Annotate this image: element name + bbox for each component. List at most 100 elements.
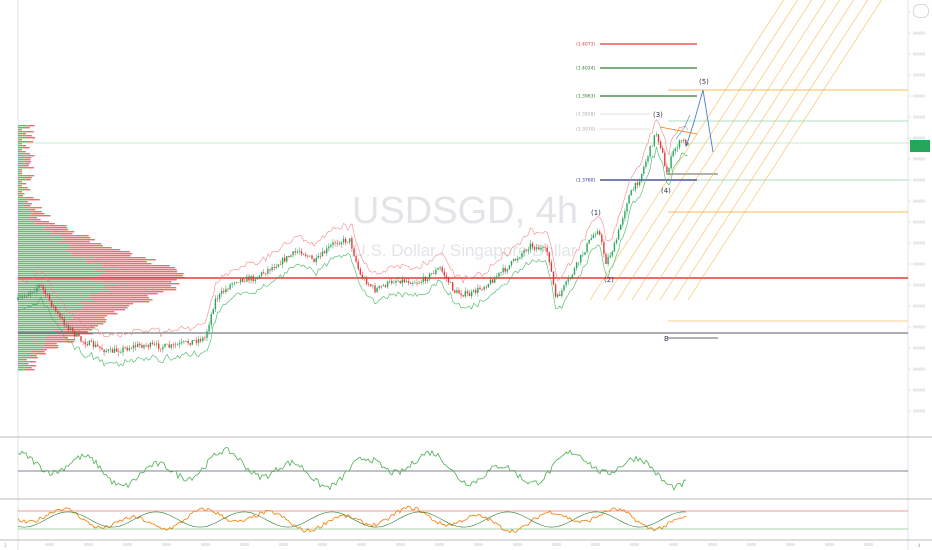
wave-label-1: (1) [591, 209, 601, 217]
channel-line [603, 0, 798, 301]
candle-body [540, 248, 542, 250]
candle-body [561, 290, 563, 296]
volume-bar-buy [18, 349, 33, 351]
volume-bar-buy [18, 235, 60, 237]
candle-body [464, 291, 466, 297]
volume-bar-buy [18, 301, 81, 303]
candle-body [193, 340, 196, 341]
candle-body [298, 251, 301, 252]
candle-body [275, 266, 277, 268]
candle-body [414, 282, 416, 284]
price-candles[interactable] [17, 131, 689, 357]
volume-bar-sell [45, 227, 68, 229]
wave-label-4: (4) [661, 187, 671, 195]
fib-level-label: (1.3963) [576, 94, 596, 100]
volume-bar-sell [27, 167, 35, 169]
pitchfork-channel[interactable] [589, 0, 888, 301]
candle-body [128, 348, 130, 351]
candle-body [653, 135, 655, 146]
price-tick-label [913, 31, 925, 35]
candle-body [248, 276, 250, 281]
candle-body [139, 343, 141, 346]
candle-body [338, 243, 340, 245]
time-axis [45, 543, 873, 546]
candle-body [643, 166, 645, 174]
volume-bar-sell [42, 343, 57, 345]
candle-body [317, 255, 319, 258]
fib-extension-levels[interactable]: (1.4073) (1.4024) (1.3963) (1.3928) (1.3910)… [576, 42, 697, 184]
volume-bar-sell [20, 181, 22, 183]
candle-body [326, 248, 328, 254]
candle-body [382, 285, 385, 287]
candle-body [563, 285, 565, 291]
volume-bar-sell [102, 263, 152, 265]
time-tick-label [864, 543, 873, 546]
volume-bar-buy [18, 305, 81, 307]
candle-body [636, 182, 639, 185]
candle-body [25, 295, 28, 297]
volume-bar-sell [26, 141, 34, 143]
volume-bar-buy [18, 171, 21, 173]
volume-bar-buy [18, 129, 21, 131]
candle-body [559, 294, 561, 296]
volume-bar-sell [93, 257, 146, 259]
volume-bar-sell [69, 247, 112, 249]
candle-body [449, 282, 452, 283]
candle-body [185, 340, 187, 342]
volume-bar-buy [18, 163, 25, 165]
time-tick-label [396, 543, 405, 546]
oscillator-line-main [17, 505, 687, 534]
marker-label: B [664, 335, 669, 343]
candle-body [546, 247, 548, 252]
volume-bar-sell [19, 149, 22, 151]
volume-bar-sell [102, 265, 170, 267]
time-tick-label [162, 543, 171, 546]
candle-body [246, 276, 248, 282]
candle-body [630, 190, 632, 196]
volume-bar-sell [89, 295, 148, 297]
candle-body [380, 285, 382, 287]
candle-body [386, 281, 389, 287]
price-tick-label [913, 283, 925, 287]
volume-bar-sell [34, 353, 46, 355]
oscillator-pane-1[interactable] [17, 446, 908, 491]
oscillator-pane-2[interactable] [17, 505, 908, 534]
candle-body [300, 251, 303, 254]
volume-bar-buy [18, 279, 91, 281]
candle-body [582, 254, 584, 256]
candle-body [206, 331, 208, 338]
candle-body [242, 278, 244, 282]
candle-body [622, 218, 624, 225]
candle-body [645, 161, 647, 167]
candle-body [615, 239, 618, 244]
volume-bar-sell [80, 301, 150, 303]
candle-body [221, 290, 223, 294]
candle-body [124, 347, 126, 349]
candle-body [483, 286, 485, 290]
volume-bar-buy [18, 361, 29, 363]
volume-bar-sell [62, 237, 91, 239]
volume-bar-sell [22, 151, 26, 153]
candle-body [231, 283, 233, 285]
volume-bar-sell [45, 341, 75, 343]
candle-body [149, 342, 151, 348]
volume-bar-buy [18, 241, 59, 243]
volume-bar-sell [25, 127, 30, 129]
candle-body [88, 340, 91, 346]
candle-body [78, 333, 80, 337]
volume-bar-buy [18, 335, 48, 337]
candle-body [277, 264, 280, 267]
time-tick-label [708, 543, 717, 546]
candle-body [92, 341, 95, 347]
volume-bar-sell [24, 163, 30, 165]
volume-bar-sell [20, 173, 23, 175]
candle-body [454, 290, 456, 293]
candle-body [410, 282, 412, 284]
wave-projection-path[interactable] [685, 89, 714, 153]
candle-body [531, 243, 534, 248]
candle-body [183, 341, 185, 342]
settings-button[interactable] [913, 4, 929, 18]
candle-body [59, 313, 61, 317]
volume-bar-buy [18, 275, 98, 277]
